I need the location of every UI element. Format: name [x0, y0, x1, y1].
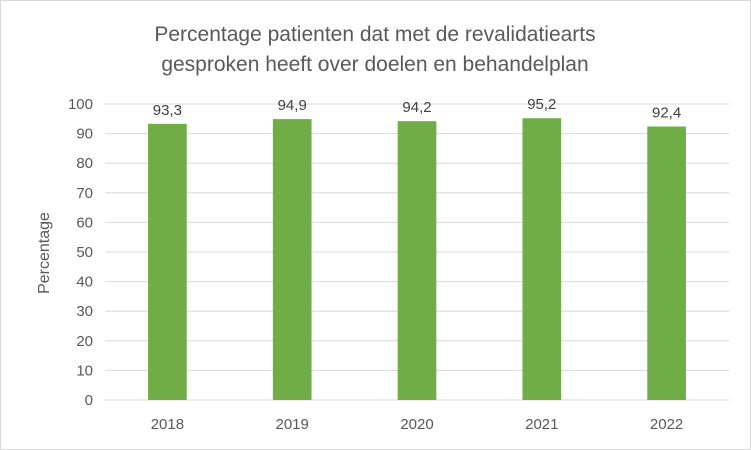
chart-title: Percentage patienten dat met de revalida…	[154, 23, 595, 76]
y-tick-label: 40	[76, 274, 93, 291]
data-label-2020: 94,2	[402, 99, 431, 116]
x-tick-label-2022: 2022	[650, 416, 683, 433]
bar-2020	[397, 121, 437, 400]
data-label-2019: 94,9	[278, 97, 307, 114]
x-tick-label-2019: 2019	[276, 416, 309, 433]
data-label-2022: 92,4	[652, 104, 681, 121]
bar-2022	[647, 126, 686, 400]
y-tick-label: 80	[76, 155, 93, 172]
data-label-2018: 93,3	[153, 102, 182, 119]
y-axis-ticks: 0 10 20 30 40 50 60 70 80 90 100	[68, 96, 93, 409]
x-tick-label-2021: 2021	[525, 416, 558, 433]
x-tick-label-2020: 2020	[400, 416, 433, 433]
x-tick-label-2018: 2018	[151, 416, 184, 433]
y-tick-label: 0	[85, 392, 93, 409]
y-tick-label: 30	[76, 303, 93, 320]
y-tick-label: 10	[76, 362, 93, 379]
data-labels: 93,3 94,9 94,2 95,2 92,4	[153, 96, 681, 121]
y-axis-title: Percentage	[36, 212, 53, 294]
bar-2019	[272, 119, 312, 400]
chart-title-line-1: Percentage patienten dat met de revalida…	[154, 23, 595, 46]
data-label-2021: 95,2	[527, 96, 556, 113]
y-tick-label: 90	[76, 126, 93, 143]
y-tick-label: 20	[76, 333, 93, 350]
bars	[148, 118, 686, 400]
y-tick-label: 100	[68, 96, 93, 113]
x-axis-ticks: 2018 2019 2020 2021 2022	[151, 416, 684, 433]
y-tick-label: 60	[76, 214, 93, 231]
bar-2018	[148, 123, 187, 400]
bar-2021	[522, 118, 562, 400]
y-tick-label: 50	[76, 244, 93, 261]
chart-title-line-2: gesproken heeft over doelen en behandelp…	[161, 53, 588, 76]
y-tick-label: 70	[76, 185, 93, 202]
